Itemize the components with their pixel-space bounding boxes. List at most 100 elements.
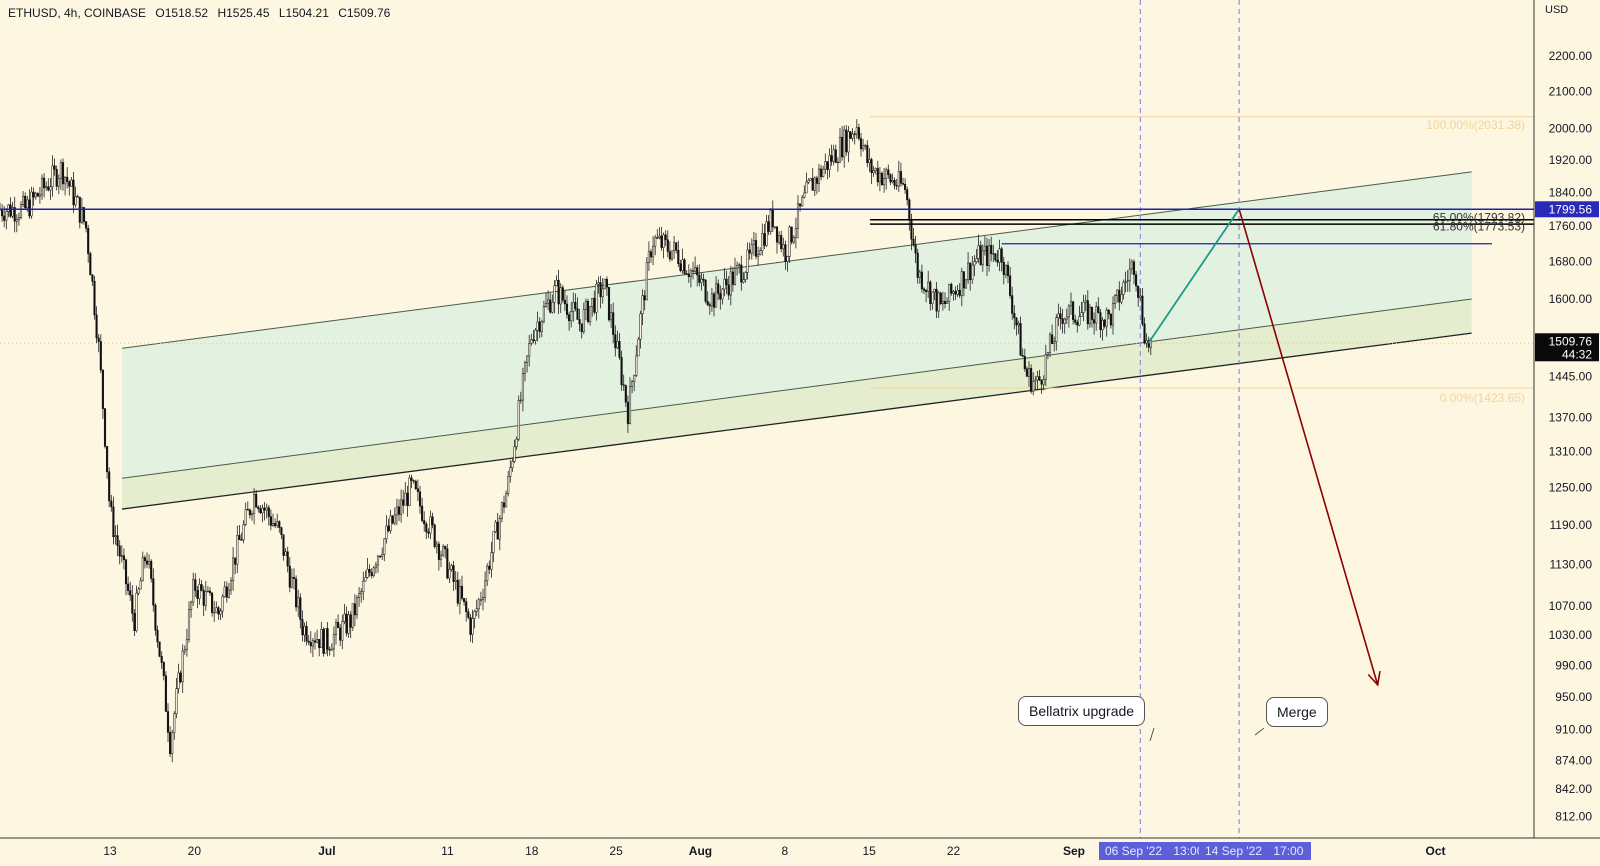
candle — [448, 569, 451, 579]
candle — [305, 626, 308, 642]
candle — [175, 688, 178, 714]
candle — [465, 601, 468, 613]
candle — [173, 713, 176, 733]
candle — [914, 244, 917, 254]
close-value: C1509.76 — [338, 6, 391, 20]
y-tick-4: 1840.00 — [1549, 185, 1593, 199]
candle — [883, 178, 886, 185]
candle — [1080, 312, 1083, 317]
candle — [828, 155, 831, 170]
candle — [580, 323, 583, 333]
candle — [996, 259, 999, 263]
current-price-label: 1509.76 — [1549, 334, 1593, 348]
x-tick-1: 20 — [188, 844, 202, 858]
candle — [57, 178, 60, 187]
candle — [1137, 285, 1140, 298]
candle — [757, 254, 760, 257]
candle — [1095, 306, 1098, 324]
candle — [721, 288, 724, 300]
merge-callout[interactable]: Merge — [1266, 697, 1328, 727]
candle — [145, 560, 149, 565]
candle — [1084, 300, 1087, 303]
current-price-countdown: 44:32 — [1562, 347, 1592, 361]
candle — [458, 586, 461, 604]
bellatrix-callout[interactable]: Bellatrix upgrade — [1018, 696, 1146, 726]
candle — [139, 580, 142, 590]
candle — [673, 242, 676, 252]
candle — [616, 341, 619, 349]
candle — [916, 252, 919, 278]
candle — [918, 271, 921, 278]
candle — [124, 559, 128, 585]
candle — [511, 461, 514, 468]
candle — [120, 555, 123, 557]
y-tick-20: 842.00 — [1555, 782, 1592, 796]
candle — [620, 357, 623, 385]
candle — [962, 271, 965, 289]
projection-arrowhead — [1367, 670, 1381, 687]
candle — [719, 293, 722, 300]
candle — [257, 506, 260, 510]
candle — [1013, 313, 1016, 319]
candle — [1088, 306, 1091, 325]
candle — [540, 321, 543, 332]
candle — [309, 642, 312, 647]
bellatrix-date: 06 Sep '22 — [1105, 844, 1163, 858]
fib-label-1: 65.00%(1793.82) — [1433, 211, 1525, 225]
callout-tail-1 — [1254, 727, 1265, 736]
candle — [696, 267, 699, 276]
candle — [97, 337, 100, 342]
candle — [429, 516, 432, 534]
candle — [217, 607, 220, 615]
channel-upper-fill — [122, 171, 1472, 479]
candle — [322, 629, 325, 654]
candle — [568, 314, 571, 322]
candle — [752, 240, 755, 245]
currency-label[interactable]: USD — [1545, 4, 1569, 16]
candle — [859, 138, 863, 150]
candle — [1126, 280, 1129, 282]
candle — [406, 492, 409, 506]
candle — [838, 136, 842, 163]
candle — [633, 375, 636, 382]
candle — [1040, 379, 1043, 385]
candle — [101, 369, 104, 409]
candle — [946, 301, 949, 304]
low-value: L1504.21 — [278, 6, 329, 20]
candle — [572, 301, 575, 312]
candle — [15, 219, 18, 222]
candle — [26, 199, 29, 209]
candle — [643, 295, 646, 301]
candle — [507, 476, 510, 494]
candle — [379, 555, 382, 558]
candle — [689, 270, 692, 277]
candle — [1002, 261, 1005, 275]
candle — [13, 207, 16, 222]
candle — [1055, 317, 1058, 343]
channel-upper-line — [121, 171, 1472, 349]
candle — [626, 401, 629, 424]
candle — [166, 711, 170, 733]
candle — [334, 621, 338, 635]
candle — [899, 171, 902, 184]
y-tick-11: 1250.00 — [1549, 480, 1593, 494]
candle — [910, 220, 913, 240]
candle — [683, 259, 686, 274]
candle — [148, 560, 151, 565]
candle — [891, 180, 894, 183]
candle — [782, 244, 785, 250]
candle — [582, 309, 585, 333]
candle — [1099, 312, 1102, 331]
candle — [754, 240, 758, 257]
candle — [412, 480, 415, 482]
candle — [49, 186, 52, 191]
y-tick-7: 1600.00 — [1549, 292, 1593, 306]
candle — [368, 569, 371, 573]
y-tick-3: 1920.00 — [1549, 153, 1593, 167]
candle — [318, 639, 321, 648]
candle — [200, 584, 203, 591]
candle — [364, 577, 367, 582]
candle — [410, 477, 413, 481]
